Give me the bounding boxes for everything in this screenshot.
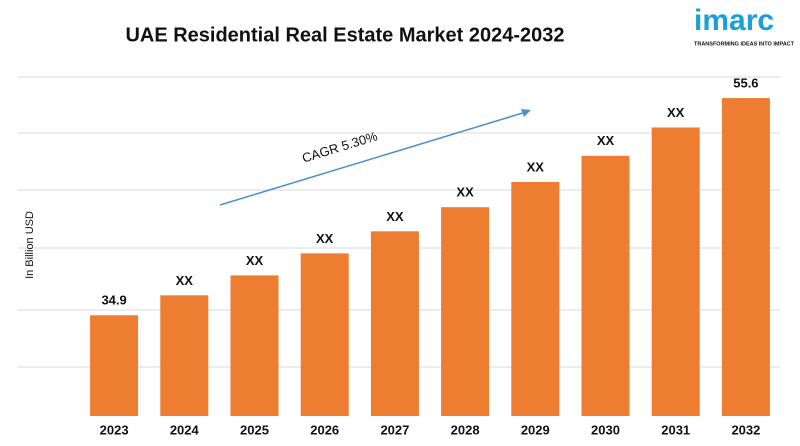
y-axis-label: In Billion USD — [24, 211, 36, 279]
value-label: XX — [386, 209, 404, 224]
bar — [651, 127, 700, 416]
value-label: 55.6 — [733, 76, 758, 91]
value-label: XX — [667, 105, 685, 120]
x-tick-label: 2024 — [170, 422, 200, 437]
chart-title: UAE Residential Real Estate Market 2024-… — [125, 24, 564, 46]
x-tick-label: 2030 — [591, 422, 620, 437]
x-tick-label: 2032 — [731, 422, 760, 437]
x-tick-label: 2023 — [100, 422, 129, 437]
value-label: XX — [246, 253, 264, 268]
x-tick-label: 2026 — [310, 422, 339, 437]
bar — [581, 155, 630, 416]
bar — [721, 98, 770, 417]
x-tick-label: 2025 — [240, 422, 269, 437]
value-label: XX — [176, 273, 194, 288]
bar — [160, 295, 209, 416]
logo-tagline: TRANSFORMING IDEAS INTO IMPACT — [694, 41, 795, 47]
x-tick-label: 2029 — [521, 422, 550, 437]
x-tick-label: 2028 — [451, 422, 480, 437]
bar — [90, 315, 139, 416]
value-label: XX — [316, 231, 334, 246]
bar — [300, 253, 349, 416]
bar — [370, 231, 419, 416]
arrow-head — [521, 109, 531, 117]
value-label: 34.9 — [101, 293, 126, 308]
bar — [511, 182, 560, 416]
value-label: XX — [597, 133, 615, 148]
bar — [441, 207, 490, 416]
value-label: XX — [456, 185, 474, 200]
value-label: XX — [527, 159, 545, 174]
x-tick-label: 2027 — [380, 422, 409, 437]
logo: imarc — [694, 4, 774, 37]
bar — [230, 275, 279, 416]
x-tick-label: 2031 — [661, 422, 690, 437]
cagr-arrow — [219, 111, 527, 206]
